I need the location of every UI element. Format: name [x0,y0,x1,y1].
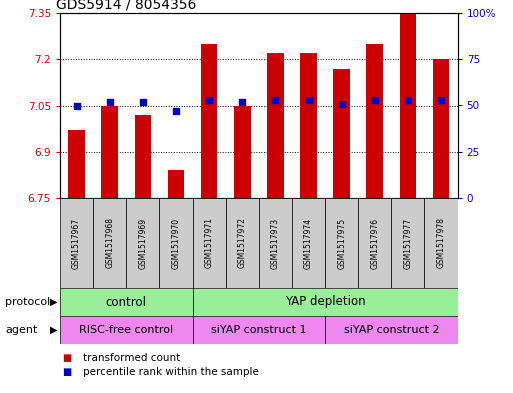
Text: GDS5914 / 8054356: GDS5914 / 8054356 [56,0,196,12]
Bar [126,198,160,288]
Text: GSM1517970: GSM1517970 [171,217,181,268]
Text: GSM1517974: GSM1517974 [304,217,313,268]
Bar [292,198,325,288]
Bar [60,288,192,316]
Point [371,97,379,103]
Text: GSM1517978: GSM1517978 [437,217,445,268]
Text: GSM1517973: GSM1517973 [271,217,280,268]
Text: ▶: ▶ [50,325,58,335]
Point [304,97,312,103]
Point [139,99,147,105]
Bar [267,53,284,198]
Point [72,102,81,108]
Point [404,97,412,103]
Text: control: control [106,296,147,309]
Bar [333,68,350,198]
Bar [366,44,383,198]
Text: GSM1517969: GSM1517969 [139,217,147,268]
Bar [325,198,358,288]
Text: protocol: protocol [5,297,50,307]
Bar [168,170,184,198]
Bar [134,115,151,198]
Text: ■: ■ [63,367,72,377]
Text: percentile rank within the sample: percentile rank within the sample [83,367,259,377]
Bar [60,198,93,288]
Bar [60,316,192,344]
Point [338,101,346,107]
Bar [259,198,292,288]
Bar [192,316,325,344]
Text: GSM1517975: GSM1517975 [337,217,346,268]
Text: transformed count: transformed count [83,353,181,363]
Bar [391,198,424,288]
Bar [226,198,259,288]
Bar [358,198,391,288]
Bar [424,198,458,288]
Point [106,99,114,105]
Bar [192,288,458,316]
Text: ■: ■ [63,353,72,363]
Point [238,99,246,105]
Bar [68,130,85,198]
Point [437,97,445,103]
Bar [234,105,250,198]
Point [172,108,180,114]
Text: siYAP construct 2: siYAP construct 2 [344,325,439,335]
Text: GSM1517977: GSM1517977 [403,217,412,268]
Text: GSM1517968: GSM1517968 [105,217,114,268]
Text: GSM1517971: GSM1517971 [205,217,213,268]
Bar [201,44,218,198]
Text: YAP depletion: YAP depletion [285,296,365,309]
Bar [433,59,449,198]
Bar [192,198,226,288]
Point [205,97,213,103]
Text: GSM1517976: GSM1517976 [370,217,379,268]
Text: siYAP construct 1: siYAP construct 1 [211,325,307,335]
Text: ▶: ▶ [50,297,58,307]
Bar [93,198,126,288]
Text: RISC-free control: RISC-free control [79,325,173,335]
Bar [300,53,317,198]
Bar [400,13,416,198]
Point [271,97,280,103]
Text: GSM1517967: GSM1517967 [72,217,81,268]
Bar [102,105,118,198]
Bar [160,198,192,288]
Text: GSM1517972: GSM1517972 [238,217,247,268]
Text: agent: agent [5,325,37,335]
Bar [325,316,458,344]
